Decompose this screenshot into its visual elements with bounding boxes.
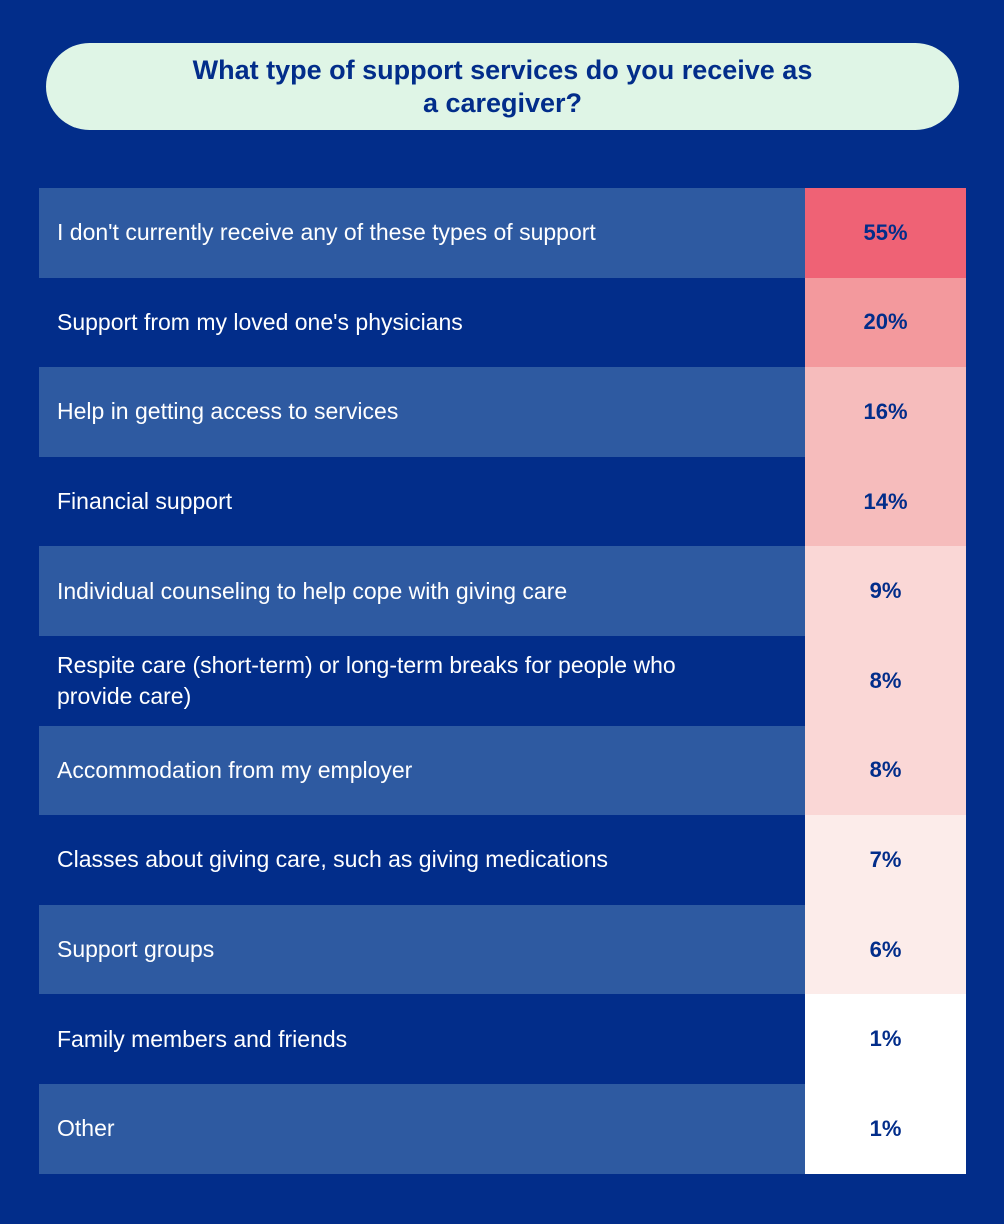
row-value: 55% xyxy=(805,188,966,278)
row-value: 8% xyxy=(805,635,966,726)
table-row: Family members and friends 1% xyxy=(39,994,966,1084)
row-label: Support from my loved one's physicians xyxy=(57,308,463,335)
row-value: 14% xyxy=(805,456,966,547)
table-row: Other 1% xyxy=(39,1083,966,1174)
title-banner: What type of support services do you rec… xyxy=(46,43,959,130)
row-value: 6% xyxy=(805,904,966,995)
row-label: Classes about giving care, such as givin… xyxy=(57,846,609,873)
row-label: Help in getting access to services xyxy=(57,398,399,425)
row-label-cell: Other xyxy=(39,1083,805,1174)
table-row: Respite care (short-term) or long-term b… xyxy=(39,635,966,726)
row-label-cell: Family members and friends xyxy=(39,994,805,1084)
row-value: 16% xyxy=(805,367,966,457)
table-row: Individual counseling to help cope with … xyxy=(39,546,966,636)
row-label-cell: Help in getting access to services xyxy=(39,367,805,457)
row-label: Other xyxy=(57,1115,115,1142)
table-row: Support from my loved one's physicians 20… xyxy=(39,277,966,368)
row-value: 7% xyxy=(805,815,966,905)
table-row: Financial support 14% xyxy=(39,456,966,547)
row-label: I don't currently receive any of these t… xyxy=(57,219,596,246)
table-row: I don't currently receive any of these t… xyxy=(39,188,966,278)
row-label: Financial support xyxy=(57,488,233,515)
row-label-cell: Financial support xyxy=(39,456,805,547)
results-table: I don't currently receive any of these t… xyxy=(39,188,966,1174)
row-label-cell: Accommodation from my employer xyxy=(39,725,805,816)
row-value: 1% xyxy=(805,994,966,1084)
row-label-cell: Support from my loved one's physicians xyxy=(39,277,805,368)
row-value: 8% xyxy=(805,725,966,816)
row-label-cell: I don't currently receive any of these t… xyxy=(39,188,805,278)
row-label-cell: Support groups xyxy=(39,904,805,995)
row-value: 1% xyxy=(805,1083,966,1174)
row-label: Individual counseling to help cope with … xyxy=(57,577,568,604)
row-label: Support groups xyxy=(57,936,215,963)
row-label: Respite care (short-term) or long-term b… xyxy=(57,651,676,709)
table-row: Classes about giving care, such as givin… xyxy=(39,815,966,905)
row-label-cell: Respite care (short-term) or long-term b… xyxy=(39,635,805,726)
table-row: Support groups 6% xyxy=(39,904,966,995)
row-value: 20% xyxy=(805,277,966,368)
row-label: Family members and friends xyxy=(57,1025,348,1052)
table-row: Help in getting access to services 16% xyxy=(39,367,966,457)
chart-title: What type of support services do you rec… xyxy=(192,54,813,118)
row-label-cell: Individual counseling to help cope with … xyxy=(39,546,805,636)
row-value: 9% xyxy=(805,546,966,636)
row-label: Accommodation from my employer xyxy=(57,756,413,783)
row-label-cell: Classes about giving care, such as givin… xyxy=(39,815,805,905)
table-row: Accommodation from my employer 8% xyxy=(39,725,966,816)
